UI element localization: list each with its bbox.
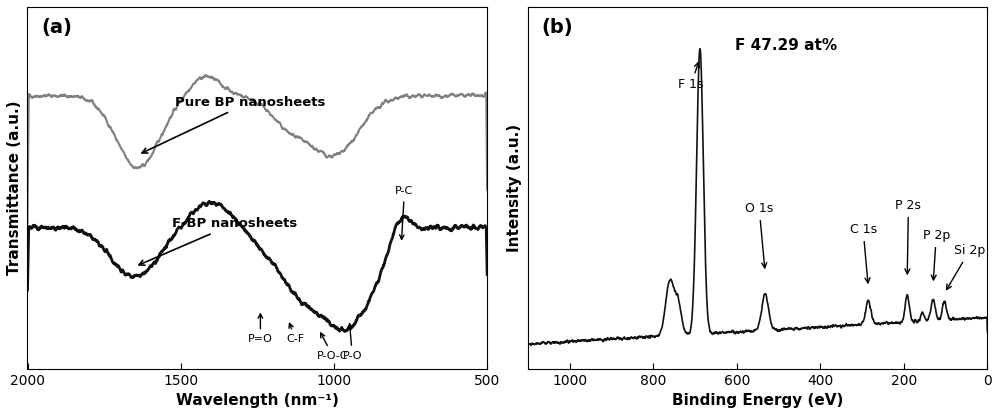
Text: P-O: P-O <box>343 324 362 361</box>
X-axis label: Wavelength (nm⁻¹): Wavelength (nm⁻¹) <box>176 393 339 408</box>
Y-axis label: Intensity (a.u.): Intensity (a.u.) <box>507 124 522 252</box>
Text: P 2s: P 2s <box>895 199 921 274</box>
Text: F 47.29 at%: F 47.29 at% <box>735 38 837 54</box>
Text: F 1s: F 1s <box>678 62 704 91</box>
Text: C-F: C-F <box>286 323 305 344</box>
Text: (b): (b) <box>542 18 573 37</box>
X-axis label: Binding Energy (eV): Binding Energy (eV) <box>672 393 843 408</box>
Text: P=O: P=O <box>248 314 273 344</box>
Text: P-C: P-C <box>395 186 414 239</box>
Text: Si 2p: Si 2p <box>947 244 985 290</box>
Text: Pure BP nanosheets: Pure BP nanosheets <box>142 95 325 153</box>
Text: P-O-C: P-O-C <box>317 333 349 361</box>
Text: O 1s: O 1s <box>745 202 773 268</box>
Text: P 2p: P 2p <box>923 229 950 280</box>
Text: (a): (a) <box>41 18 72 37</box>
Text: C 1s: C 1s <box>850 223 877 283</box>
Text: F-BP nanosheets: F-BP nanosheets <box>139 217 297 265</box>
Y-axis label: Transmittance (a.u.): Transmittance (a.u.) <box>7 100 22 275</box>
